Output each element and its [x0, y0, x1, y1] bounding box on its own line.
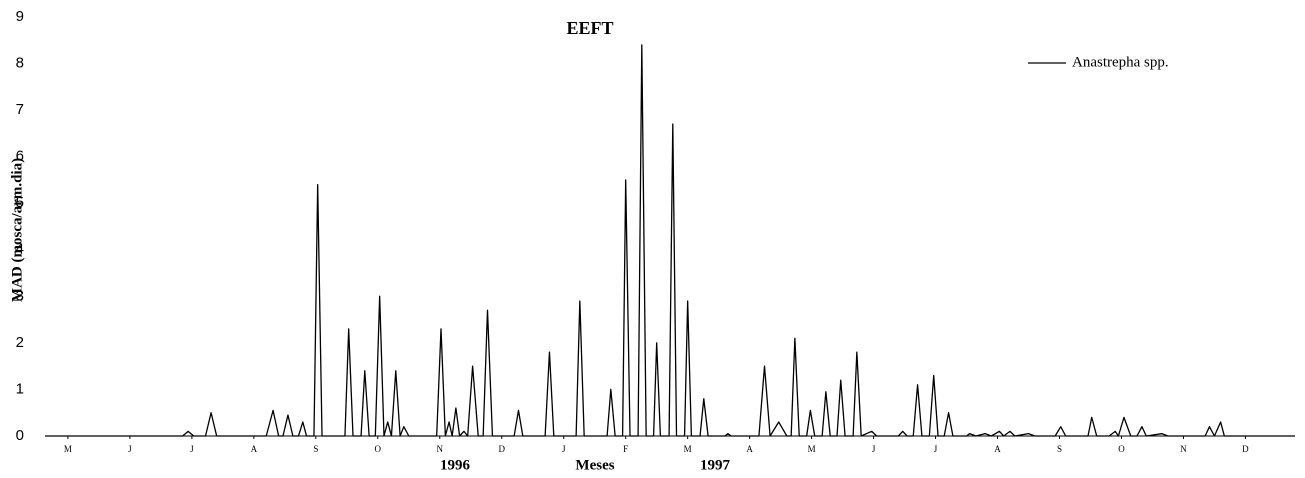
- y-tick-label: 3: [16, 287, 24, 304]
- y-tick-label: 0: [16, 427, 24, 444]
- year-label: 1997: [700, 457, 731, 473]
- x-tick-label: O: [1118, 444, 1125, 454]
- x-tick-label: A: [746, 444, 753, 454]
- x-tick-label: J: [190, 444, 194, 454]
- y-tick-label: 9: [16, 8, 24, 25]
- x-axis-label: Meses: [575, 457, 614, 473]
- y-tick-label: 2: [16, 334, 24, 351]
- x-tick-label: O: [375, 444, 382, 454]
- year-label: 1996: [440, 457, 471, 473]
- x-tick-label: A: [251, 444, 258, 454]
- x-tick-label: N: [437, 444, 444, 454]
- y-tick-label: 4: [16, 241, 24, 258]
- y-tick-label: 1: [16, 380, 24, 397]
- x-tick-label: F: [623, 444, 628, 454]
- y-axis-label: MAD (mosca/arm.dia): [9, 158, 25, 302]
- x-tick-label: J: [128, 444, 132, 454]
- x-tick-label: M: [808, 444, 816, 454]
- x-tick-label: J: [934, 444, 938, 454]
- x-tick-label: A: [994, 444, 1001, 454]
- data-line: [45, 44, 1295, 437]
- x-tick-label: S: [313, 444, 318, 454]
- y-tick-label: 5: [16, 194, 24, 211]
- y-tick-label: 8: [16, 55, 24, 72]
- x-tick-label: J: [872, 444, 876, 454]
- x-tick-label: M: [64, 444, 72, 454]
- y-tick-label: 7: [16, 101, 24, 118]
- legend-label: Anastrepha spp.: [1072, 54, 1169, 70]
- x-tick-label: D: [498, 444, 505, 454]
- y-tick-label: 6: [16, 148, 24, 165]
- x-tick-label: J: [562, 444, 566, 454]
- x-tick-label: N: [1180, 444, 1187, 454]
- chart-title: EEFT: [566, 18, 613, 38]
- x-tick-label: M: [684, 444, 692, 454]
- x-tick-label: D: [1242, 444, 1249, 454]
- x-tick-label: S: [1057, 444, 1062, 454]
